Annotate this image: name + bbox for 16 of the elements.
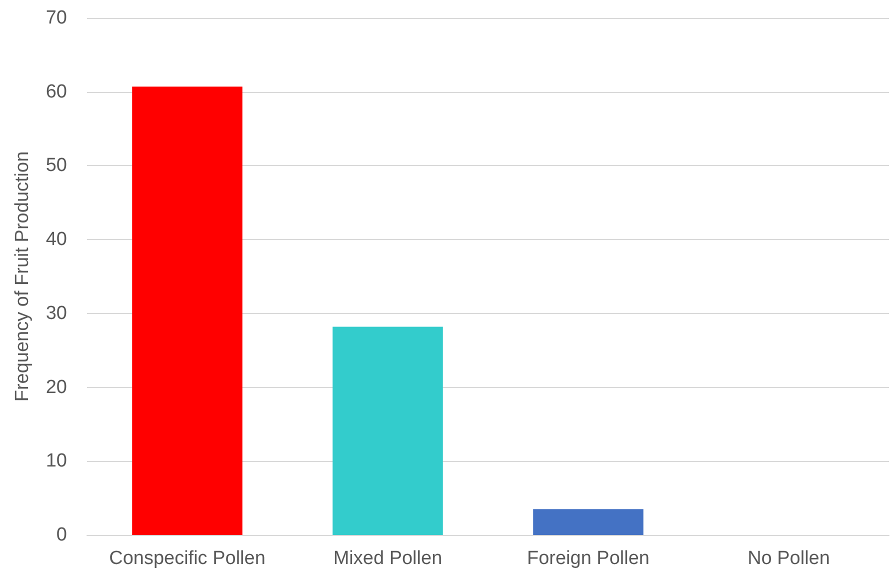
bar: [332, 326, 443, 535]
x-tick-label: Mixed Pollen: [333, 548, 442, 569]
y-tick-label: 70: [46, 8, 67, 28]
y-tick-label: 40: [46, 229, 67, 250]
y-tick-label: 60: [46, 81, 67, 102]
y-axis-title: Frequency of Fruit Production: [12, 151, 33, 402]
x-tick-label: Foreign Pollen: [526, 548, 650, 569]
bar: [533, 509, 644, 535]
y-tick-label: 20: [46, 376, 67, 398]
x-tick-label: No Pollen: [748, 548, 830, 569]
x-tick-label: Conspecific Pollen: [109, 548, 266, 569]
y-tick-label: 10: [46, 450, 67, 472]
bar: [132, 86, 242, 535]
y-tick-label: 0: [56, 524, 67, 546]
y-tick-label: 50: [46, 155, 67, 176]
y-tick-label: 30: [46, 302, 67, 324]
